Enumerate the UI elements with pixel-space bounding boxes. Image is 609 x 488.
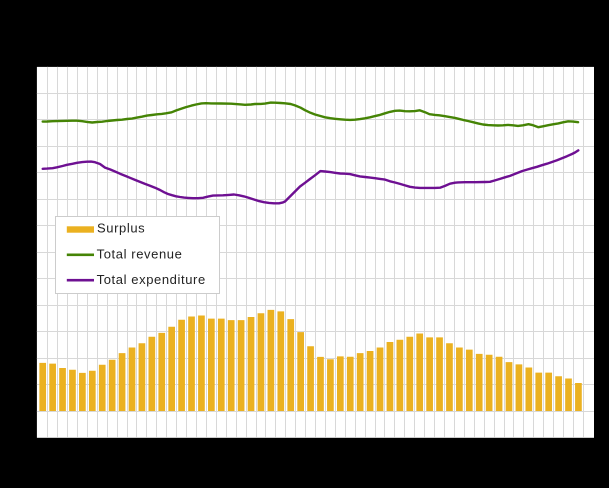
svg-text:Surplus: Surplus [97,221,145,236]
svg-text:Total expenditure: Total expenditure [97,272,206,287]
svg-text:Total revenue: Total revenue [97,246,183,261]
